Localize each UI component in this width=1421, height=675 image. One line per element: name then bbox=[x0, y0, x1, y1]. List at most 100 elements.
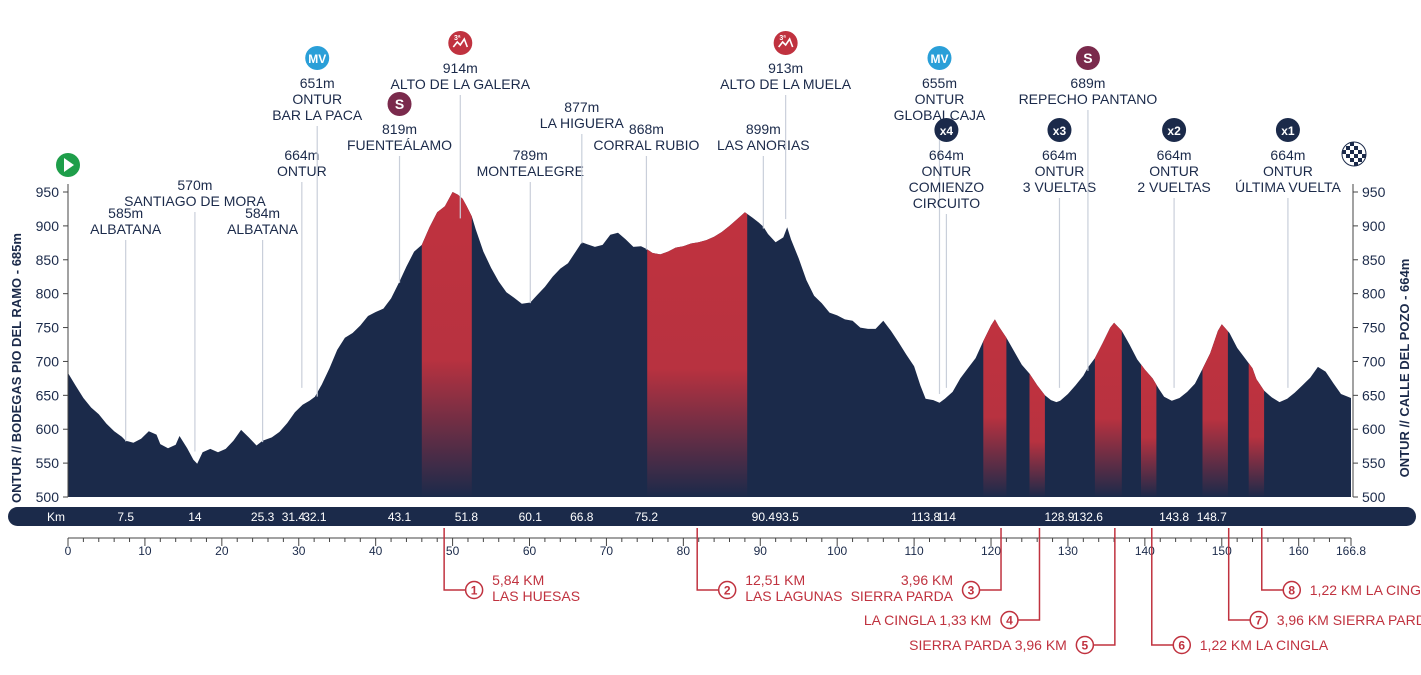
waypoint-elevation: 651m bbox=[300, 75, 335, 91]
km-bar-label: Km bbox=[47, 510, 65, 524]
annotation-number: 6 bbox=[1178, 639, 1185, 653]
checker-square bbox=[1358, 158, 1362, 162]
waypoint-elevation: 868m bbox=[629, 121, 664, 137]
checker-square bbox=[1350, 150, 1354, 154]
right-tick-label: 950 bbox=[1362, 184, 1386, 200]
sprint-label: S bbox=[1083, 50, 1092, 66]
km-mark: 132.6 bbox=[1073, 510, 1103, 524]
climb-segment-4 bbox=[1029, 373, 1045, 497]
waypoint-name: ONTUR bbox=[1263, 163, 1313, 179]
km-mark: 93.5 bbox=[776, 510, 800, 524]
waypoint-elevation: 877m bbox=[564, 99, 599, 115]
right-tick-label: 900 bbox=[1362, 218, 1386, 234]
waypoint-name: ONTUR bbox=[1035, 163, 1085, 179]
annotation-text: 1,22 KM LA CINGLA bbox=[1310, 582, 1421, 598]
left-tick-label: 750 bbox=[36, 320, 60, 336]
checker-square bbox=[1358, 150, 1362, 154]
climb-segment-1 bbox=[421, 192, 472, 497]
waypoint-elevation: 655m bbox=[922, 75, 957, 91]
annotation-name: SIERRA PARDA bbox=[851, 588, 954, 604]
x-tick-label: 130 bbox=[1058, 544, 1078, 558]
waypoint-elevation: 664m bbox=[1042, 147, 1077, 163]
km-mark: 90.4 bbox=[752, 510, 776, 524]
finish-location-label: ONTUR // CALLE DEL POZO - 664m bbox=[1397, 259, 1412, 478]
start-location-label: ONTUR // BODEGAS PIO DEL RAMO - 685m bbox=[9, 233, 24, 503]
annotation-6: 6 1,22 KM LA CINGLA bbox=[1151, 528, 1329, 655]
annotation-leader bbox=[1261, 528, 1292, 591]
waypoint-name: CORRAL RUBIO bbox=[593, 137, 699, 153]
waypoint-elevation: 664m bbox=[929, 147, 964, 163]
waypoint-elevation: 585m bbox=[108, 205, 143, 221]
lap-label: x4 bbox=[940, 124, 954, 138]
waypoint-name: GLOBALCAJA bbox=[894, 107, 986, 123]
annotation-badge bbox=[1172, 635, 1192, 655]
lap-label: x1 bbox=[1281, 124, 1295, 138]
waypoint-name: ALBATANA bbox=[227, 221, 299, 237]
x-tick-label: 110 bbox=[905, 544, 924, 558]
annotation-5: 5 SIERRA PARDA 3,96 KM bbox=[909, 528, 1116, 655]
climb-segment-3 bbox=[983, 319, 1007, 497]
km-mark: 31.4 bbox=[282, 510, 306, 524]
annotation-distance: 3,96 KM bbox=[901, 572, 953, 588]
waypoint-name: ALTO DE LA MUELA bbox=[720, 76, 852, 92]
lap-icon bbox=[1275, 118, 1300, 142]
x-tick-label: 60 bbox=[523, 544, 537, 558]
annotation-badge bbox=[1000, 610, 1019, 630]
lap-label: x2 bbox=[1167, 124, 1181, 138]
climb-segment-5 bbox=[1094, 322, 1122, 497]
annotation-badge bbox=[1249, 610, 1268, 630]
sprint-icon bbox=[1075, 46, 1100, 70]
km-mark: 66.8 bbox=[570, 510, 594, 524]
km-mark: 128.9 bbox=[1044, 510, 1074, 524]
km-mark: 75.2 bbox=[635, 510, 659, 524]
sprint-icon bbox=[387, 92, 412, 116]
x-tick-label: 160 bbox=[1289, 544, 1309, 558]
distance-axis: 0 10 20 30 40 50 60 70 80 90 100 110 120 130 140 150 160… bbox=[65, 537, 1366, 558]
right-tick-label: 700 bbox=[1362, 353, 1386, 369]
climb-highlights bbox=[421, 192, 1265, 498]
waypoint-elevation: 584m bbox=[245, 205, 280, 221]
play-glyph bbox=[64, 158, 74, 172]
km-mark: 143.8 bbox=[1159, 510, 1189, 524]
annotation-number: 5 bbox=[1082, 639, 1089, 653]
annotation-text: SIERRA PARDA 3,96 KM bbox=[909, 637, 1067, 653]
climb-category: 3ª bbox=[779, 35, 786, 42]
annotation-leader bbox=[696, 528, 728, 591]
lap-icon bbox=[934, 118, 959, 142]
right-tick-label: 800 bbox=[1362, 286, 1386, 302]
waypoint-name: ÚLTIMA VUELTA bbox=[1235, 179, 1341, 195]
mountain-icon bbox=[448, 31, 473, 55]
annotation-badge bbox=[717, 580, 737, 600]
left-tick-label: 950 bbox=[36, 184, 60, 200]
right-tick-label: 600 bbox=[1362, 421, 1386, 437]
meta-volante-label: MV bbox=[930, 52, 948, 66]
waypoint-elevation: 789m bbox=[513, 147, 548, 163]
waypoint-elevation: 664m bbox=[284, 147, 319, 163]
waypoint-name: FUENTEÁLAMO bbox=[347, 137, 452, 153]
annotation-distance: 5,84 KM bbox=[492, 572, 544, 588]
mountain-icon bbox=[773, 31, 798, 55]
right-tick-label: 750 bbox=[1362, 320, 1386, 336]
x-tick-label: 100 bbox=[827, 544, 847, 558]
checker-square bbox=[1362, 154, 1366, 158]
waypoint-name: ONTUR bbox=[292, 91, 342, 107]
annotation-7: 7 3,96 KM SIERRA PARDA bbox=[1227, 528, 1421, 630]
lap-icon bbox=[1162, 118, 1187, 142]
x-tick-label: 0 bbox=[65, 544, 72, 558]
waypoint-elevation: 899m bbox=[746, 121, 781, 137]
climb-category: 3ª bbox=[454, 35, 461, 42]
meta-volante-icon bbox=[927, 46, 952, 70]
x-tick-label: 70 bbox=[600, 544, 614, 558]
annotation-4: 4 LA CINGLA 1,33 KM bbox=[864, 528, 1041, 630]
km-mark: 114 bbox=[937, 510, 956, 524]
